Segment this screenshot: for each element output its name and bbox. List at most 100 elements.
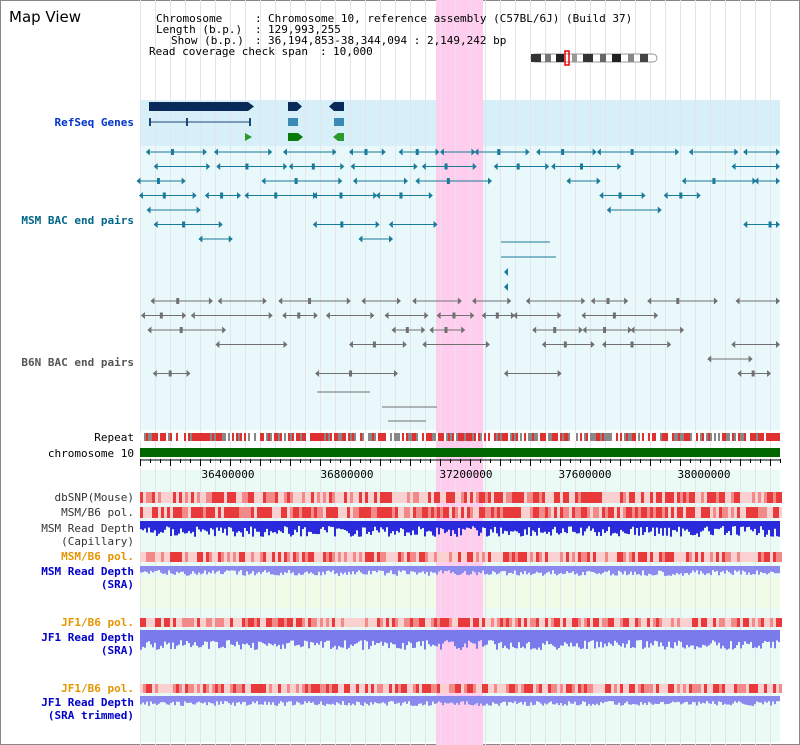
heat-mark (587, 507, 590, 518)
depth-bar (208, 630, 210, 649)
heat-mark (707, 684, 710, 693)
heat-mark (275, 618, 278, 627)
depth-bar (766, 521, 768, 535)
bac-end (202, 148, 207, 156)
heat-mark (350, 684, 353, 693)
depth-bar (410, 521, 412, 536)
bac-end (470, 312, 475, 319)
bac-end (647, 297, 652, 305)
heat-mark (164, 684, 167, 693)
repeat-mark (448, 433, 450, 441)
depth-bar (144, 696, 146, 705)
depth-bar (754, 696, 756, 705)
label-refseq-genes[interactable]: RefSeq Genes (54, 116, 134, 129)
depth-bar (250, 696, 252, 705)
heat-mark (539, 618, 542, 627)
heat-mark (203, 552, 206, 562)
heat-mark (341, 684, 344, 693)
depth-bar (272, 566, 274, 575)
heat-mark (653, 492, 656, 503)
heat-mark (395, 684, 398, 693)
heat-mark (683, 618, 686, 627)
depth-bar (224, 566, 226, 572)
heat-mark (515, 618, 518, 627)
depth-bar (344, 696, 346, 705)
refseq-gene (334, 102, 344, 111)
depth-bar (196, 630, 198, 646)
depth-bar (146, 630, 148, 643)
heat-mark (338, 492, 341, 503)
heat-mark (632, 507, 635, 518)
depth-bar (222, 696, 224, 704)
heat-mark (695, 507, 698, 518)
refseq-gene (298, 133, 303, 141)
depth-bar (692, 696, 694, 702)
label-b6n-bac[interactable]: B6N BAC end pairs (21, 356, 134, 369)
depth-bar (670, 630, 672, 648)
bac-end (630, 341, 634, 348)
bac-end (667, 341, 672, 348)
depth-bar (698, 696, 700, 702)
heat-mark (698, 507, 701, 518)
heat-mark (605, 552, 608, 562)
depth-bar (540, 696, 542, 704)
heat-mark (716, 618, 719, 627)
heat-mark (248, 507, 251, 518)
depth-bar (166, 566, 168, 575)
depth-bar (292, 521, 294, 535)
heat-mark (539, 552, 542, 562)
depth-bar (424, 630, 426, 650)
depth-bar (444, 696, 446, 703)
depth-bar (580, 566, 582, 576)
heat-mark (542, 684, 545, 693)
refseq-gene (248, 102, 254, 111)
heat-mark (491, 552, 494, 562)
heat-mark (245, 618, 248, 627)
depth-bar (348, 696, 350, 704)
heat-mark (326, 552, 329, 562)
heat-mark (719, 618, 722, 627)
heat-mark (200, 618, 203, 627)
bac-end (182, 221, 186, 228)
depth-bar (500, 521, 502, 528)
depth-bar (752, 521, 754, 532)
heat-mark (311, 552, 314, 562)
bac-end (349, 370, 353, 377)
depth-bar (504, 566, 506, 572)
repeat-mark (340, 433, 342, 441)
depth-bar (666, 630, 668, 647)
repeat-mark (420, 433, 422, 441)
heat-mark (272, 618, 275, 627)
depth-bar (632, 521, 634, 527)
depth-bar (306, 566, 308, 572)
label-msm-bac[interactable]: MSM BAC end pairs (21, 214, 134, 227)
heat-mark (353, 618, 356, 627)
repeat-mark (578, 433, 580, 441)
depth-bar (168, 566, 170, 571)
heat-mark (665, 684, 668, 693)
repeat-mark (582, 433, 584, 441)
repeat-mark (428, 433, 430, 441)
depth-bar (644, 630, 646, 648)
heat-mark (332, 492, 335, 503)
heat-mark (497, 684, 500, 693)
heat-mark (656, 618, 659, 627)
ideogram-band (628, 54, 634, 62)
heat-mark (650, 507, 653, 518)
heat-mark (347, 492, 350, 503)
depth-bar (470, 566, 472, 575)
heat-mark (770, 618, 773, 627)
depth-bar (298, 630, 300, 645)
depth-bar (474, 696, 476, 705)
depth-bar (160, 696, 162, 703)
heat-mark (350, 618, 353, 627)
depth-bar (462, 630, 464, 648)
bac-end (312, 192, 317, 199)
depth-bar (514, 521, 516, 531)
depth-bar (250, 566, 252, 574)
depth-bar (608, 630, 610, 643)
heat-mark (182, 552, 185, 562)
heat-mark (620, 618, 623, 627)
bac-end (332, 148, 337, 156)
heat-mark (518, 618, 521, 627)
